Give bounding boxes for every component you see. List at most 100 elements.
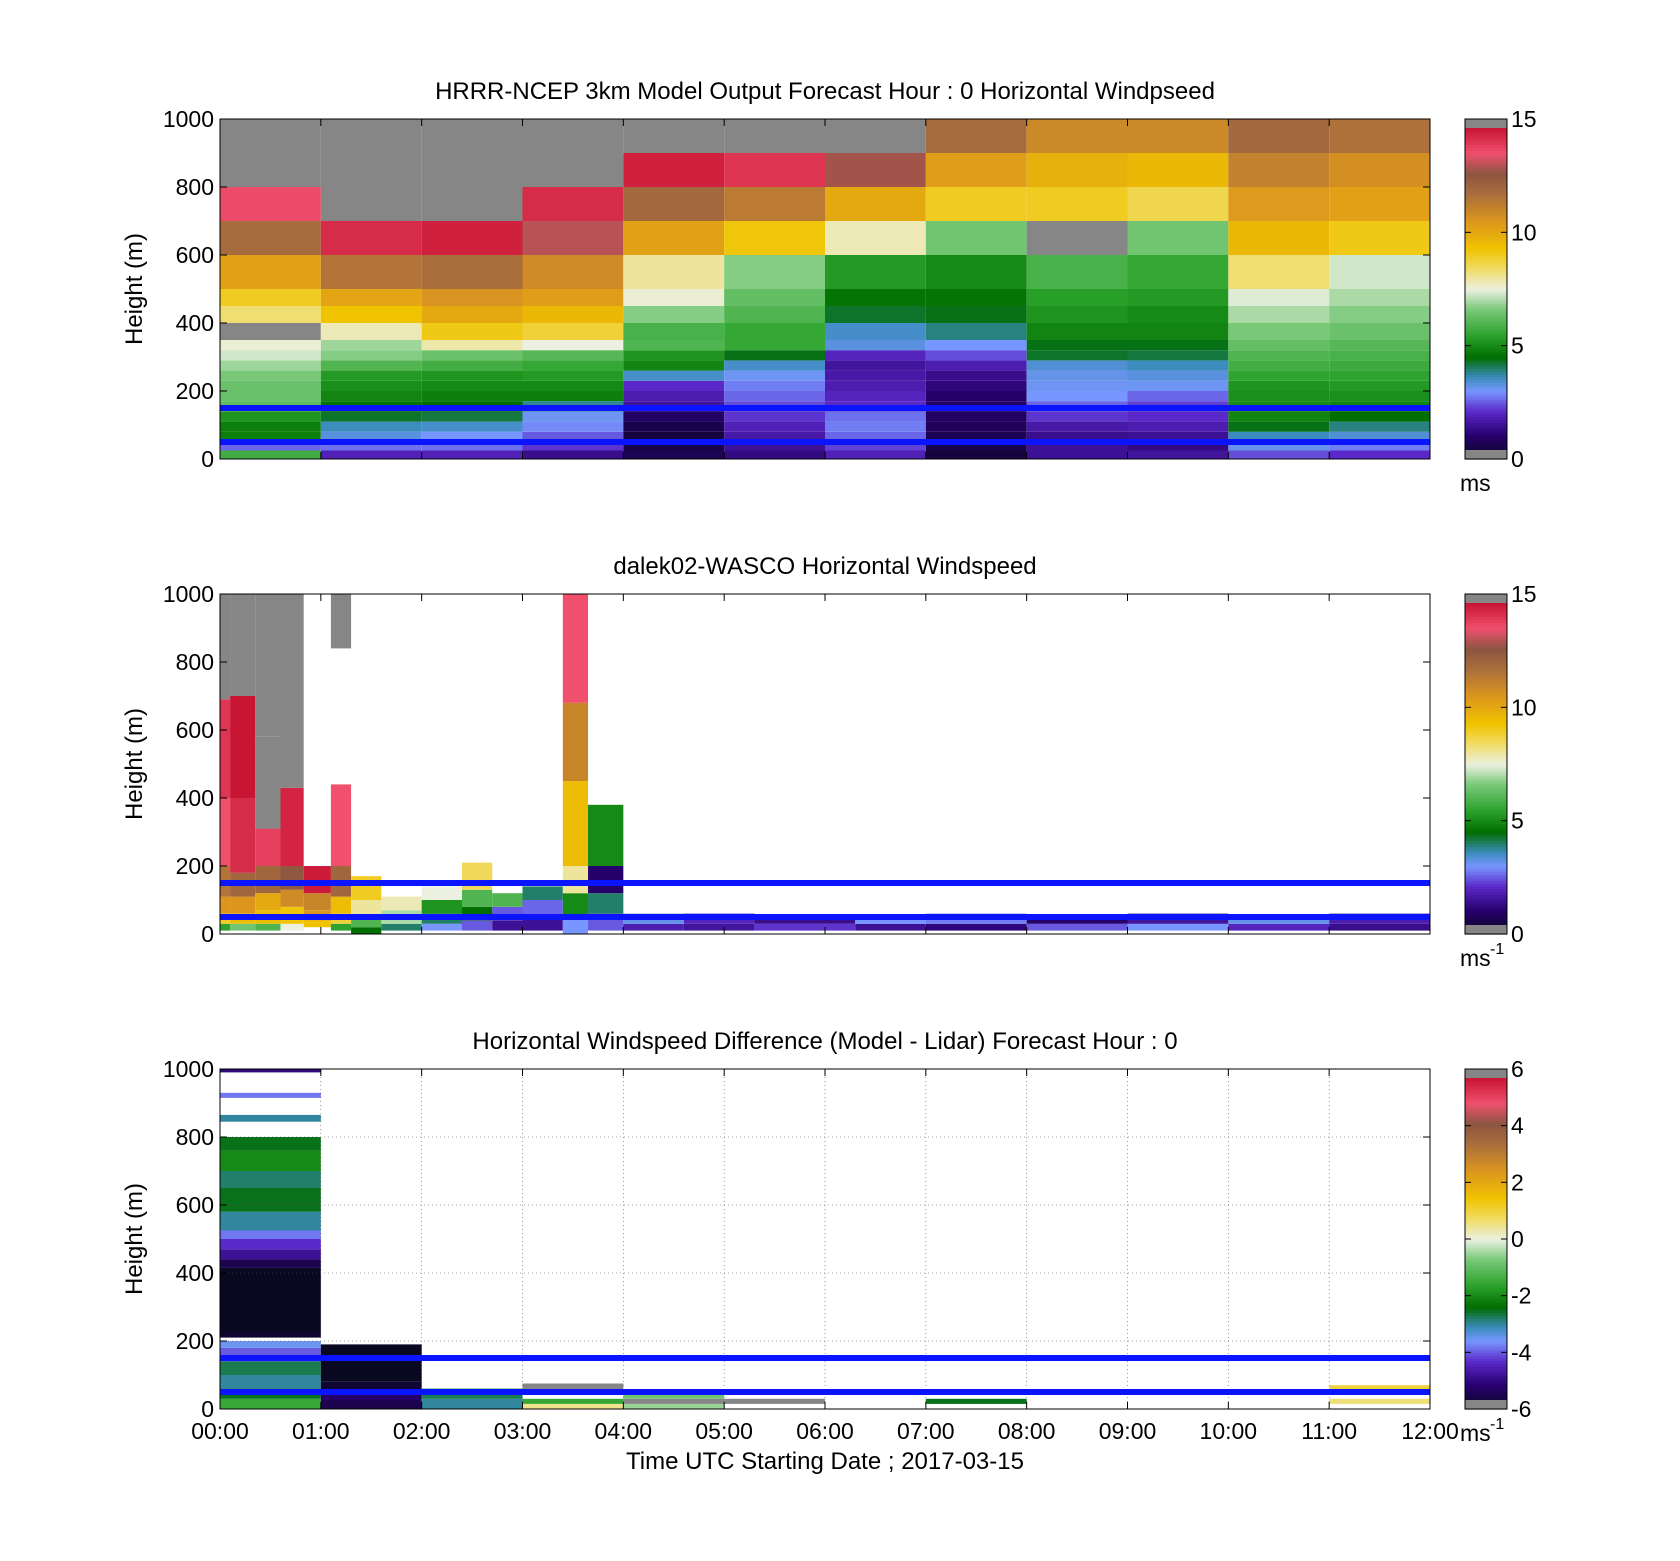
colorbar-segment — [1465, 127, 1507, 131]
colorbar-segment — [1465, 829, 1507, 833]
colorbar-segment — [1465, 1125, 1507, 1130]
heatmap-cell — [1127, 153, 1229, 187]
colorbar-segment — [1465, 1103, 1507, 1107]
heatmap-cell — [623, 153, 725, 187]
heatmap-cell — [421, 411, 523, 422]
colorbar-segment — [1465, 713, 1507, 717]
heatmap-cell — [320, 380, 422, 391]
colorbar-segment — [1465, 1100, 1507, 1104]
heatmap-cell — [522, 431, 624, 442]
heatmap-cell — [1026, 370, 1128, 381]
heatmap-cell — [351, 917, 382, 928]
heatmap-cell — [320, 187, 422, 221]
colorbar-segment — [1465, 1264, 1507, 1268]
heatmap-cell — [1329, 323, 1430, 340]
heatmap-cell — [724, 221, 825, 255]
colorbar-segment — [1465, 798, 1507, 802]
colorbar-segment — [1465, 670, 1507, 674]
colorbar-segment — [1465, 738, 1507, 742]
colorbar-segment — [1465, 257, 1507, 262]
heatmap-cell — [1228, 289, 1330, 306]
colorbar-segment — [1465, 1091, 1507, 1096]
heatmap-cell — [220, 421, 321, 432]
colorbar-segment — [1465, 1321, 1507, 1325]
heatmap-cell — [1329, 411, 1430, 422]
heatmap-cell — [522, 421, 624, 432]
colorbar-segment — [1465, 252, 1507, 256]
colorbar-segment — [1465, 393, 1507, 398]
heatmap-cell — [724, 442, 825, 451]
colorbar-segment — [1465, 413, 1507, 418]
heatmap-cell — [1329, 119, 1430, 153]
colorbar-segment — [1465, 391, 1507, 395]
heatmap-cell — [623, 306, 725, 323]
heatmap-cell — [230, 896, 256, 914]
heatmap-cell — [220, 289, 321, 306]
colorbar-segment — [1465, 1185, 1507, 1189]
colorbar-segment — [1465, 611, 1507, 615]
heatmap-cell — [522, 917, 563, 931]
colorbar-segment — [1465, 656, 1507, 660]
colorbar-segment — [1465, 1363, 1507, 1368]
colorbar-segment — [1465, 1165, 1507, 1169]
colorbar-segment — [1465, 289, 1507, 293]
colorbar-segment — [1465, 371, 1507, 375]
heatmap-cell — [1228, 450, 1330, 459]
colorbar-segment — [1465, 894, 1507, 898]
heatmap-cell — [330, 923, 352, 931]
heatmap-cell — [1026, 431, 1128, 442]
x-tick-label: 09:00 — [1099, 1418, 1157, 1444]
heatmap-cell — [825, 323, 926, 340]
colorbar-segment — [1465, 1077, 1507, 1081]
heatmap-cell — [925, 391, 1027, 402]
colorbar-segment — [1465, 1224, 1507, 1229]
colorbar-segment — [1465, 376, 1507, 381]
heatmap-cell — [220, 360, 321, 371]
colorbar-segment — [1465, 1216, 1507, 1220]
colorbar-segment — [1465, 653, 1507, 657]
colorbar-segment — [1465, 605, 1507, 609]
colorbar-segment — [1465, 727, 1507, 731]
heatmap-cell — [220, 380, 321, 391]
heatmap-cell — [1329, 1385, 1430, 1391]
colorbar-segment — [1465, 664, 1507, 669]
colorbar-segment — [1465, 1324, 1507, 1328]
colorbar-segment — [1465, 1193, 1507, 1198]
colorbar-segment — [1465, 235, 1507, 239]
heatmap-cell — [1127, 255, 1229, 289]
heatmap-cell — [1026, 289, 1128, 306]
colorbar-segment — [1465, 747, 1507, 751]
heatmap-cell — [1228, 255, 1330, 289]
colorbar-segment — [1465, 436, 1507, 440]
colorbar-segment — [1465, 1156, 1507, 1161]
heatmap-cell — [925, 255, 1027, 289]
colorbar-segment — [1465, 676, 1507, 680]
y-tick-label: 200 — [176, 853, 214, 879]
heatmap-cell — [825, 442, 926, 451]
colorbar-segment — [1465, 883, 1507, 887]
heatmap-cell — [303, 920, 331, 928]
heatmap-cell — [230, 594, 256, 696]
heatmap-cell — [724, 391, 825, 402]
colorbar-segment — [1465, 144, 1507, 148]
heatmap-cell — [623, 255, 725, 289]
colorbar-segment — [1465, 187, 1507, 191]
heatmap-cell — [421, 1398, 523, 1409]
y-tick-label: 600 — [176, 242, 214, 268]
colorbar-segment — [1465, 255, 1507, 259]
colorbar-segment — [1465, 354, 1507, 358]
colorbar-segment — [1465, 399, 1507, 403]
heatmap-cell — [421, 289, 523, 306]
heatmap-cell — [724, 450, 825, 459]
colorbar-segment — [1465, 385, 1507, 389]
heatmap-cell — [825, 340, 926, 351]
colorbar-segment — [1465, 679, 1507, 683]
heatmap-cell — [421, 442, 523, 451]
colorbar-segment — [1465, 1253, 1507, 1257]
heatmap-cell — [825, 153, 926, 187]
colorbar-segment — [1465, 693, 1507, 697]
colorbar-segment — [1465, 616, 1507, 621]
colorbar-segment — [1465, 1154, 1507, 1158]
heatmap-cell — [381, 923, 422, 931]
heatmap-cell — [303, 893, 331, 911]
